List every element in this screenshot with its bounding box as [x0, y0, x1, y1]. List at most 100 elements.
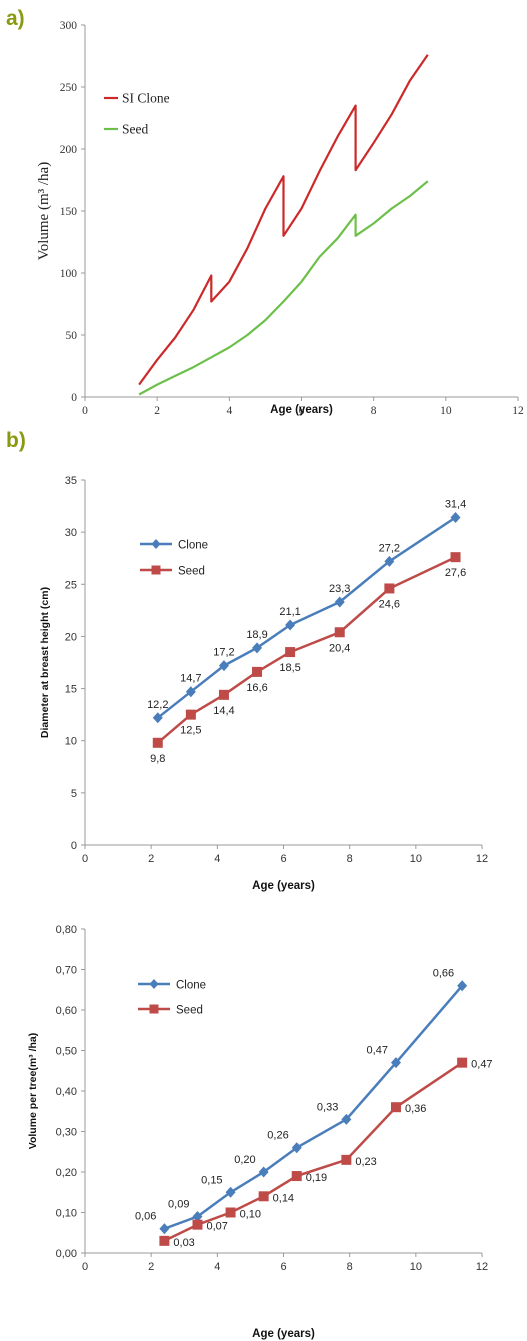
clone-data-point [258, 1166, 269, 1178]
seed-data-label: 0,47 [471, 1059, 492, 1071]
y-tick-label: 0 [71, 392, 77, 404]
legend-label-clone: Clone [176, 980, 206, 992]
seed-data-label: 0,10 [240, 1209, 261, 1221]
seed-data-label: 14,4 [213, 705, 234, 717]
seed-data-point [384, 583, 395, 594]
clone-data-point [291, 1142, 302, 1154]
x-tick-label: 8 [347, 1261, 353, 1273]
x-axis-label: Age (years) [270, 404, 333, 416]
y-tick-label: 150 [60, 206, 78, 218]
y-tick-label: 0,50 [56, 1046, 77, 1058]
clone-data-label: 23,3 [329, 583, 350, 595]
x-tick-label: 0 [82, 405, 88, 417]
clone-data-label: 18,9 [246, 629, 267, 641]
clone-data-label: 0,47 [367, 1045, 388, 1057]
clone-data-label: 21,1 [279, 606, 300, 618]
y-tick-label: 10 [65, 736, 77, 748]
y-tick-label: 250 [60, 82, 78, 94]
clone-data-label: 0,06 [135, 1211, 156, 1223]
seed-data-point [225, 1207, 236, 1218]
legend-label-seed: Seed [178, 566, 205, 578]
series-line-clone [163, 984, 464, 1230]
x-tick-label: 0 [82, 1261, 88, 1273]
seed-data-label: 0,03 [173, 1237, 194, 1249]
clone-data-label: 0,20 [234, 1154, 255, 1166]
clone-data-label: 0,15 [201, 1174, 222, 1186]
seed-data-label: 12,5 [180, 725, 201, 737]
legend-marker-seed [149, 1004, 159, 1014]
seed-data-label: 0,23 [355, 1156, 376, 1168]
clone-data-point [225, 1186, 236, 1198]
clone-data-label: 0,66 [433, 968, 454, 980]
x-tick-label: 4 [214, 853, 220, 865]
x-axis-label: Age (years) [252, 1328, 315, 1340]
legend-marker-seed [151, 565, 161, 575]
panel-label-b: b) [6, 429, 26, 452]
clone-data-point [192, 1211, 203, 1223]
y-tick-label: 30 [65, 527, 77, 539]
x-tick-label: 4 [226, 405, 232, 417]
seed-data-point [457, 1057, 468, 1068]
clone-data-label: 14,7 [180, 673, 201, 685]
y-tick-label: 5 [71, 788, 77, 800]
x-tick-label: 6 [299, 405, 305, 417]
seed-data-point [390, 1102, 401, 1113]
clone-data-label: 12,2 [147, 699, 168, 711]
x-tick-label: 2 [148, 853, 154, 865]
seed-data-point [450, 552, 461, 563]
legend-label-clone: Clone [178, 540, 208, 552]
clone-data-point [384, 555, 395, 567]
series-line-seed [156, 556, 457, 744]
seed-data-point [185, 709, 196, 720]
clone-data-point [152, 712, 163, 724]
clone-data-point [252, 642, 263, 654]
y-axis-label: Volume (m³ /ha) [36, 162, 52, 260]
y-tick-label: 0,60 [56, 1005, 77, 1017]
volume-per-tree-chart: 0,00 0,10 0,20 0,30 0,40 0,50 0,60 0,70 0,80 0 2 4 6… [27, 924, 493, 1340]
y-tick-label: 35 [65, 475, 77, 487]
clone-data-point [341, 1113, 352, 1125]
x-tick-label: 12 [512, 405, 524, 417]
series-line-seed [163, 1061, 463, 1242]
legend-label-seed: Seed [122, 122, 148, 137]
x-tick-label: 0 [82, 853, 88, 865]
y-tick-label: 20 [65, 631, 77, 643]
clone-data-label: 0,26 [267, 1130, 288, 1142]
seed-data-label: 16,6 [246, 682, 267, 694]
seed-data-label: 27,6 [445, 567, 466, 579]
seed-data-point [341, 1154, 352, 1165]
clone-data-point [159, 1223, 170, 1235]
x-tick-label: 6 [280, 1261, 286, 1273]
seed-data-point [152, 737, 163, 748]
seed-data-point [285, 647, 296, 658]
series-line-clone [138, 54, 429, 386]
seed-data-point [159, 1235, 170, 1246]
y-tick-label: 100 [60, 268, 78, 280]
y-tick-label: 0,30 [56, 1127, 77, 1139]
y-tick-label: 0,40 [56, 1086, 77, 1098]
clone-data-label: 0,09 [168, 1199, 189, 1211]
y-tick-label: 25 [65, 579, 77, 591]
x-tick-label: 6 [280, 853, 286, 865]
clone-data-point [450, 512, 461, 524]
y-tick-label: 0,10 [56, 1208, 77, 1220]
legend-label-seed: Seed [176, 1005, 203, 1017]
clone-data-label: 31,4 [445, 499, 466, 511]
diameter-chart: 0 5 10 15 20 25 30 35 0 2 4 6 8 10 12 Age (years) Diamet… [39, 475, 488, 892]
y-tick-label: 0,70 [56, 965, 77, 977]
y-tick-label: 0,20 [56, 1167, 77, 1179]
y-axis-label: Volume per tree(m³ /ha) [27, 1033, 39, 1150]
x-tick-label: 4 [214, 1261, 220, 1273]
x-tick-label: 12 [476, 1261, 488, 1273]
seed-data-label: 0,19 [306, 1172, 327, 1184]
y-tick-label: 300 [60, 20, 78, 32]
clone-data-label: 0,33 [317, 1101, 338, 1113]
y-tick-label: 0,00 [56, 1248, 77, 1260]
series-line-seed [138, 180, 429, 396]
seed-data-label: 0,07 [206, 1221, 227, 1233]
clone-data-point [218, 660, 229, 672]
legend-label-clone: SI Clone [122, 91, 170, 106]
series-line-clone [157, 516, 457, 719]
x-tick-label: 12 [476, 853, 488, 865]
